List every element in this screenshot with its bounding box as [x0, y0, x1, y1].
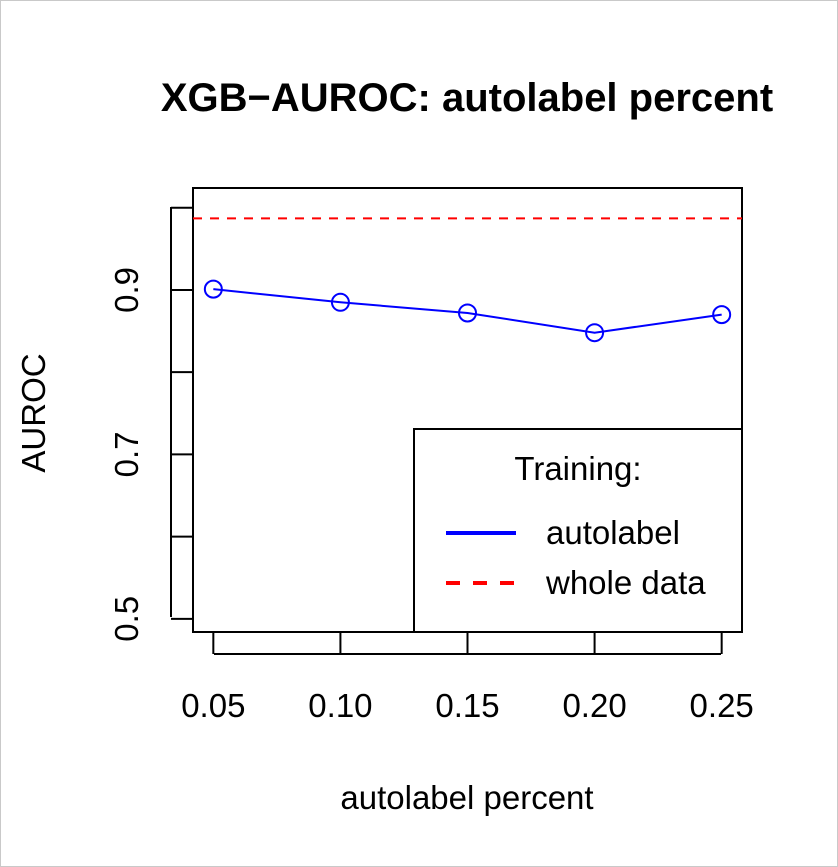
x-tick-label: 0.15: [435, 687, 499, 724]
data-point-autolabel: [330, 292, 350, 312]
y-axis-title: AUROC: [15, 353, 52, 472]
x-tick-label: 0.05: [181, 687, 245, 724]
x-tick-label: 0.20: [562, 687, 626, 724]
y-tick-label: 0.5: [108, 596, 145, 642]
legend-title: Training:: [514, 450, 641, 487]
y-tick-label: 0.9: [108, 267, 145, 313]
chart-title: XGB−AUROC: autolabel percent: [161, 76, 773, 120]
series-line-autolabel: [213, 288, 722, 334]
x-tick-label: 0.10: [308, 687, 372, 724]
data-point-autolabel: [585, 323, 605, 343]
y-tick-label: 0.7: [108, 431, 145, 477]
y-axis: 0.5 0.7 0.9: [108, 206, 193, 642]
legend-label-autolabel: autolabel: [546, 514, 680, 551]
legend: Training: autolabel whole data: [413, 428, 743, 633]
legend-box: [413, 428, 743, 633]
x-tick-label: 0.25: [690, 687, 754, 724]
data-point-autolabel: [712, 305, 732, 325]
data-point-autolabel: [203, 279, 223, 299]
legend-label-whole-data: whole data: [545, 564, 706, 601]
data-point-autolabel: [458, 303, 477, 323]
series-layer: [193, 217, 742, 343]
x-axis: 0.05 0.10 0.15 0.20 0.25: [181, 632, 754, 724]
x-axis-title: autolabel percent: [340, 779, 593, 816]
